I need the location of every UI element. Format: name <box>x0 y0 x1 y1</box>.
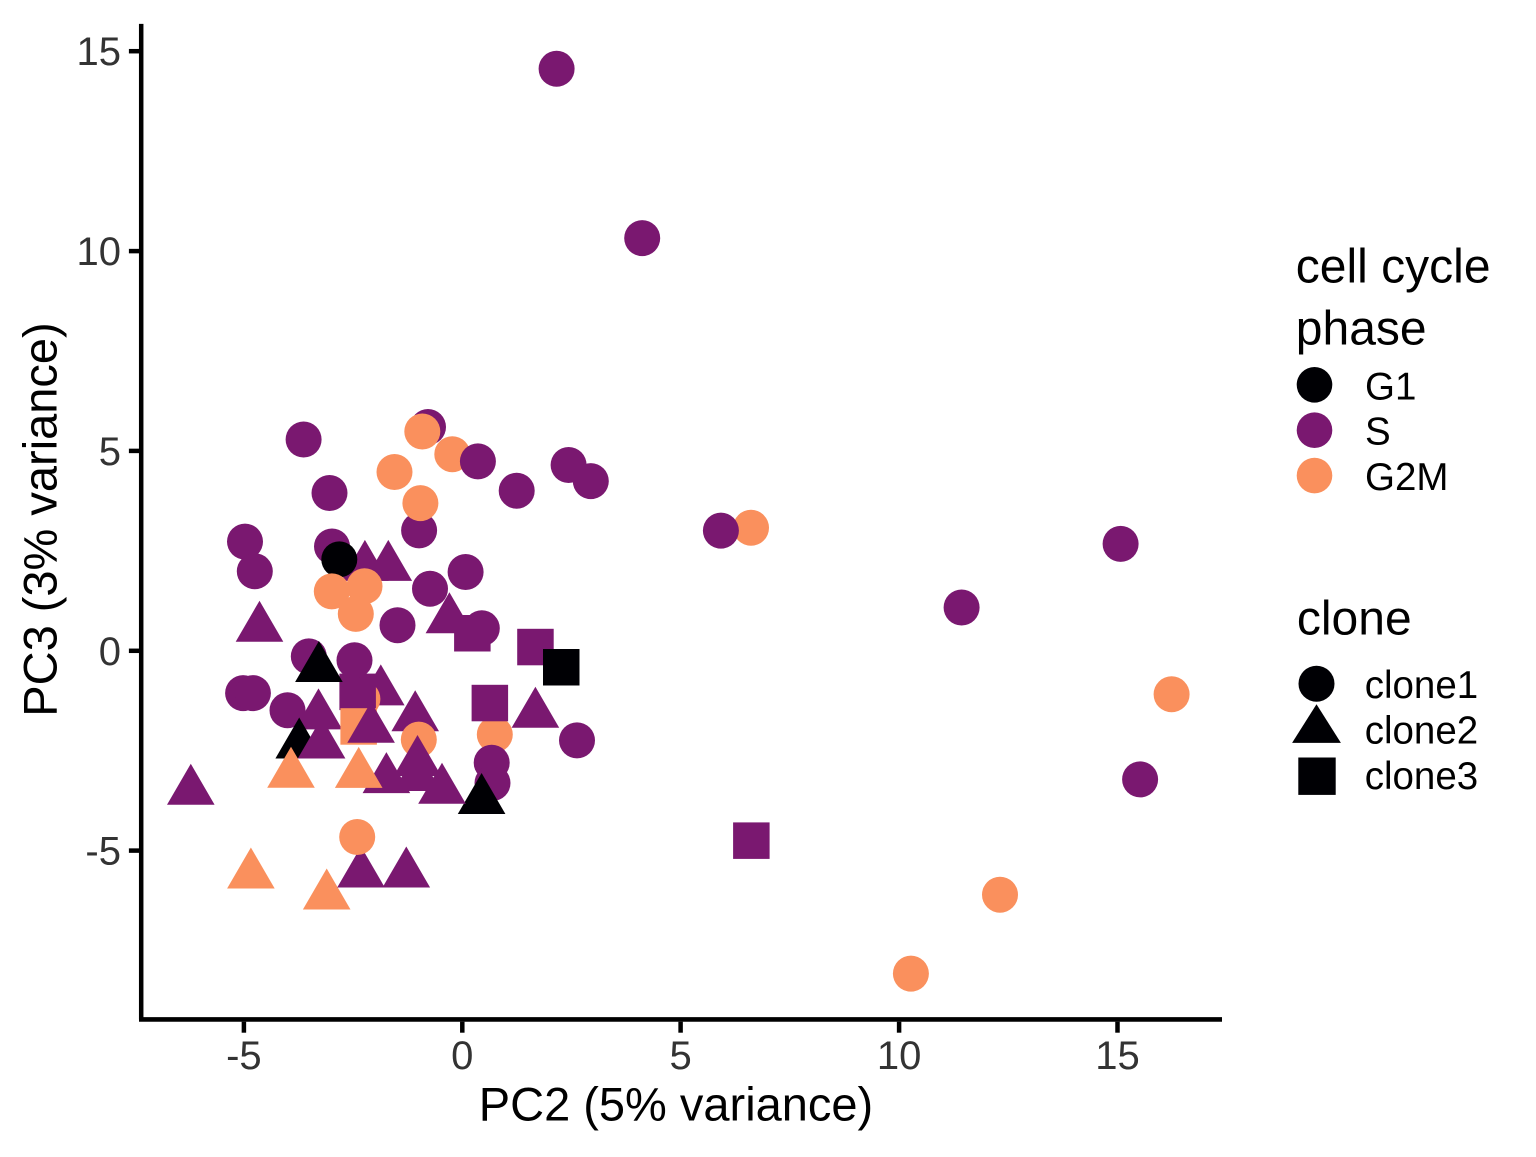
svg-text:15: 15 <box>77 30 122 74</box>
svg-text:clone: clone <box>1297 593 1412 646</box>
svg-text:G1: G1 <box>1365 365 1416 408</box>
svg-text:10: 10 <box>877 1034 922 1078</box>
svg-text:10: 10 <box>77 230 122 274</box>
svg-text:G2M: G2M <box>1365 456 1448 499</box>
svg-text:clone3: clone3 <box>1365 755 1478 798</box>
svg-text:0: 0 <box>451 1034 473 1078</box>
svg-text:clone1: clone1 <box>1365 664 1478 707</box>
svg-text:S: S <box>1365 411 1391 454</box>
svg-text:cell cycle: cell cycle <box>1296 241 1491 294</box>
svg-text:phase: phase <box>1296 303 1427 356</box>
svg-text:15: 15 <box>1095 1034 1140 1078</box>
svg-text:PC3 (3% variance): PC3 (3% variance) <box>14 322 67 716</box>
svg-text:clone2: clone2 <box>1365 710 1478 753</box>
svg-text:5: 5 <box>669 1034 691 1078</box>
svg-text:5: 5 <box>99 430 121 474</box>
svg-text:PC2 (5% variance): PC2 (5% variance) <box>479 1078 873 1131</box>
svg-text:-5: -5 <box>85 830 121 874</box>
svg-text:0: 0 <box>99 630 121 674</box>
svg-text:-5: -5 <box>226 1034 262 1078</box>
